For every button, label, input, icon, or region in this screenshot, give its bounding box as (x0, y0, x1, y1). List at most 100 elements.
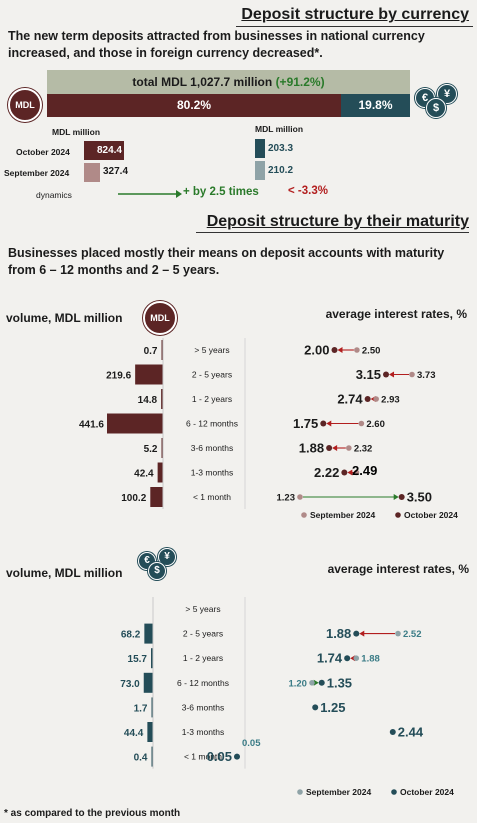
rate-change-arrowhead (326, 420, 332, 427)
rate-label-october: 1.88 (326, 626, 351, 641)
total-change: (+91.2%) (275, 75, 325, 89)
legend-marker-october (391, 789, 397, 795)
rate-label-october: 3.50 (407, 490, 432, 505)
rate-label-september: 1.20 (288, 678, 307, 689)
volume-bar (150, 487, 163, 507)
category-label: 3-6 months (182, 702, 225, 712)
legend-label-october: October 2024 (400, 787, 454, 797)
mdl-share-bar: 80.2% (47, 94, 341, 117)
category-label: 1 - 2 years (183, 653, 223, 663)
rate-point-september (373, 396, 379, 402)
rate-label-september: 0.05 (242, 738, 261, 749)
rate-point-september (309, 680, 315, 686)
legend-marker-october (395, 512, 401, 518)
volume-bar (147, 722, 153, 742)
row-label-september: September 2024 (4, 168, 70, 178)
rate-label-september: 2.50 (362, 346, 381, 357)
volume-bar (135, 364, 163, 385)
volume-value-label: 0.4 (134, 753, 148, 764)
category-label: 2 - 5 years (192, 370, 232, 380)
fx-dynamics: < -3.3% (288, 185, 328, 197)
title-rule-2 (196, 232, 469, 233)
fx-volume-title: volume, MDL million (6, 566, 123, 580)
mdl-volume-title: volume, MDL million (6, 311, 123, 325)
rate-point-october (344, 655, 351, 662)
rate-point-september (409, 371, 415, 378)
volume-value-label: 73.0 (120, 679, 140, 690)
rate-point-september (395, 630, 401, 637)
row-label-october: October 2024 (16, 147, 70, 157)
rate-label-september: 3.73 (417, 370, 436, 381)
mdl-october-value: 824.4 (96, 145, 122, 156)
mdl-unit-label: MDL million (52, 127, 101, 137)
maturity-lead-text: Businesses placed mostly their means on … (8, 246, 445, 277)
legend-label-september: September 2024 (310, 510, 375, 520)
rate-label-october: 2.00 (304, 343, 329, 358)
volume-bar (161, 389, 163, 409)
rate-point-september (297, 494, 303, 500)
rate-point-october (234, 753, 240, 760)
category-label: 1 - 2 years (192, 394, 232, 404)
mdl-september-value: 327.4 (103, 166, 129, 177)
volume-value-label: 14.8 (138, 395, 158, 406)
rate-change-arrowhead (337, 347, 343, 353)
rate-label-september: 2.93 (381, 395, 400, 406)
rate-point-september (346, 445, 352, 451)
rate-label-october: 3.15 (356, 367, 381, 382)
category-label: > 5 years (194, 345, 229, 355)
rate-label-extra: 2.49 (352, 463, 377, 478)
rate-point-october (326, 445, 333, 451)
mdl-share-label: 80.2% (176, 98, 212, 112)
fx-unit-label: MDL million (255, 124, 304, 134)
fx-coins-icon: € ¥ $ (415, 84, 463, 120)
currency-lead-text: The new term deposits attracted from bus… (8, 29, 425, 60)
fx-october-value: 203.3 (268, 143, 294, 154)
footnote: * as compared to the previous month (4, 808, 181, 819)
volume-value-label: 5.2 (144, 444, 158, 455)
rate-label-september: 2.52 (403, 629, 422, 640)
volume-bar (143, 672, 153, 693)
mdl-panel-coin: MDL (143, 301, 177, 335)
category-label: 1-3 months (191, 468, 234, 478)
currency-section-title: Deposit structure by currency (241, 6, 469, 23)
rate-label-october: 2.44 (398, 725, 424, 740)
fx-share-label: 19.8% (358, 98, 393, 112)
rate-label-october: 1.88 (299, 441, 324, 456)
mdl-maturity-chart: 0.7 > 5 years 219.6 2 - 5 years 14.8 1 - 2 ye… (79, 338, 458, 520)
category-label: 1-3 months (182, 727, 225, 737)
rate-change-arrowhead (347, 469, 353, 476)
rate-point-october (341, 469, 348, 476)
mdl-october-bar: 824.4 (84, 141, 124, 160)
legend-marker-september (301, 512, 307, 518)
volume-bar (151, 746, 153, 767)
rate-change-arrowhead (359, 630, 365, 637)
rate-label-october: 2.74 (337, 392, 363, 407)
volume-value-label: 15.7 (128, 654, 148, 665)
category-label: > 5 years (185, 604, 220, 614)
rate-point-october (353, 630, 360, 637)
rate-point-october (312, 704, 319, 711)
volume-bar (151, 648, 153, 669)
rate-change-arrowhead (332, 445, 338, 451)
legend-label-september: September 2024 (306, 787, 371, 797)
rate-point-september (353, 655, 360, 661)
fx-october-bar (255, 139, 265, 158)
rate-point-october (389, 729, 396, 735)
fx-panel-coins-icon: € ¥ $ (138, 548, 180, 584)
rate-label-october: 1.74 (317, 651, 343, 666)
rate-change-arrowhead (313, 679, 319, 686)
volume-value-label: 44.4 (124, 728, 144, 739)
fx-september-value: 210.2 (268, 165, 294, 176)
volume-value-label: 219.6 (106, 371, 131, 382)
rate-label-october: 2.22 (314, 465, 339, 480)
legend-marker-september (297, 789, 303, 795)
rate-label-september: 1.88 (361, 654, 380, 665)
fx-rate-title: average interest rates, % (327, 562, 469, 576)
fx-panel-yen-icon: ¥ (158, 548, 176, 566)
fx-panel-dollar-icon: $ (148, 562, 166, 580)
rate-point-october (318, 679, 325, 686)
fx-september-bar (255, 161, 265, 180)
fx-dynamics-value: -3.3% (297, 185, 328, 197)
fx-share-bar: 19.8% (341, 94, 410, 117)
volume-value-label: 68.2 (121, 630, 141, 641)
